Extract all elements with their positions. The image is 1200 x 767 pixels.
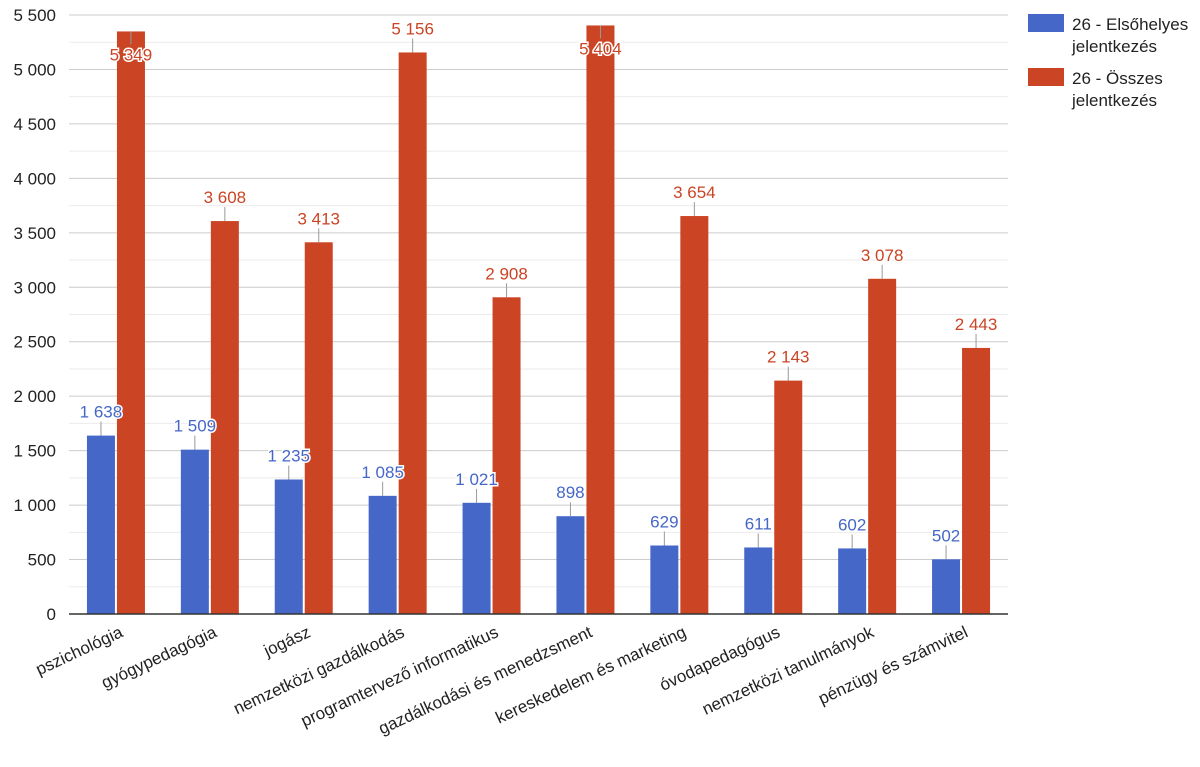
y-tick-label: 2 000: [13, 387, 56, 406]
data-label: 629: [650, 512, 678, 531]
bar: [680, 216, 709, 614]
legend-label: jelentkezés: [1071, 91, 1157, 110]
data-label: 502: [932, 526, 960, 545]
data-label: 1 085: [361, 463, 404, 482]
bar: [398, 52, 427, 615]
bar: [650, 545, 679, 614]
y-tick-label: 5 000: [13, 60, 56, 79]
bar: [838, 548, 867, 614]
y-tick-label: 1 000: [13, 496, 56, 515]
bar: [744, 547, 773, 614]
y-tick-label: 5 500: [13, 6, 56, 25]
data-label: 2 443: [955, 315, 998, 334]
y-tick-label: 4 000: [13, 169, 56, 188]
data-label: 1 021: [455, 470, 498, 489]
bar: [962, 347, 991, 614]
data-label: 1 235: [267, 446, 310, 465]
bar: [586, 25, 615, 615]
legend-label: jelentkezés: [1071, 37, 1157, 56]
data-label: 3 654: [673, 183, 716, 202]
x-category-label: jogász: [260, 622, 313, 660]
bar: [868, 278, 897, 614]
y-tick-label: 3 000: [13, 278, 56, 297]
data-label: 2 143: [767, 348, 810, 367]
bar: [774, 380, 803, 614]
gridlines: [69, 14, 1008, 588]
x-category-label: nemzetközi tanulmányok: [699, 622, 877, 718]
data-label: 5 404: [579, 39, 622, 58]
data-label: 1 638: [80, 403, 123, 422]
data-label: 1 509: [174, 417, 217, 436]
bar: [180, 449, 209, 614]
bar: [86, 435, 115, 614]
y-tick-label: 1 500: [13, 442, 56, 461]
bar: [462, 502, 491, 614]
bar: [368, 495, 397, 614]
data-label: 3 413: [297, 209, 340, 228]
bar: [304, 242, 333, 614]
y-tick-label: 2 500: [13, 333, 56, 352]
legend-label: 26 - Elsőhelyes: [1072, 15, 1188, 34]
x-category-label: pénzügy és számvitel: [815, 622, 970, 708]
data-labels: 1 638 5 349 1 509 3 608 1 235 3 413 1 085 5 156…: [78, 18, 999, 560]
legend-swatch: [1028, 14, 1064, 32]
data-label: 3 078: [861, 246, 904, 265]
data-label: 2 908: [485, 264, 528, 283]
data-label: 5 349: [110, 45, 153, 64]
legend: 26 - Elsőhelyes jelentkezés 26 - Összes jel…: [1028, 14, 1188, 110]
y-tick-label: 4 500: [13, 115, 56, 134]
bars: [86, 25, 991, 615]
legend-swatch: [1028, 68, 1064, 86]
bar: [210, 221, 239, 614]
bar: [492, 297, 521, 614]
y-tick-label: 0: [47, 605, 56, 624]
y-tick-label: 3 500: [13, 224, 56, 243]
data-label: 611: [745, 514, 772, 533]
bar: [932, 559, 961, 614]
bar: [556, 516, 585, 614]
bar: [116, 31, 145, 615]
y-tick-label: 500: [28, 551, 56, 570]
y-axis: 0 500 1 000 1 500 2 000 2 500 3 000 3 500 4 000 4…: [13, 6, 56, 624]
data-label: 602: [838, 515, 866, 534]
data-label: 898: [556, 483, 584, 502]
bar: [274, 479, 303, 614]
legend-label: 26 - Összes: [1072, 69, 1163, 88]
data-label: 3 608: [204, 188, 247, 207]
data-label: 5 156: [391, 19, 434, 38]
